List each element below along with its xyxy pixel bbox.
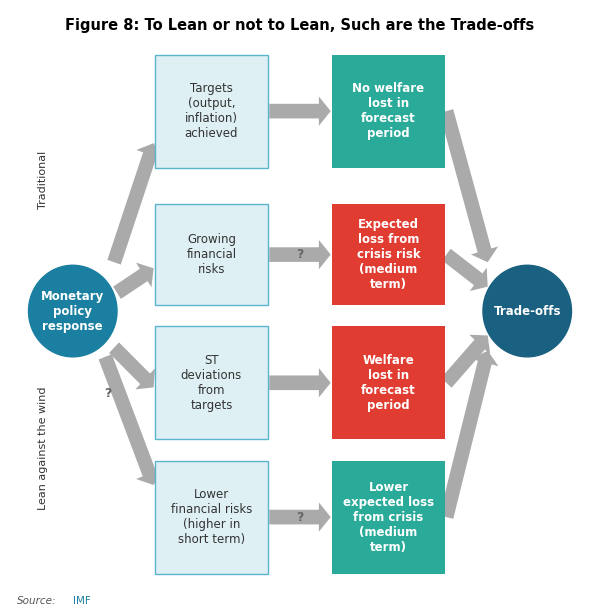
FancyBboxPatch shape (332, 55, 445, 168)
Polygon shape (98, 354, 163, 485)
FancyBboxPatch shape (155, 55, 268, 168)
Text: Lower
expected loss
from crisis
(medium
term): Lower expected loss from crisis (medium … (343, 480, 434, 554)
Polygon shape (440, 351, 499, 519)
Text: No welfare
lost in
forecast
period: No welfare lost in forecast period (352, 82, 425, 140)
Polygon shape (109, 342, 155, 389)
Polygon shape (441, 334, 490, 387)
Polygon shape (113, 262, 154, 299)
Text: Lean against the wind: Lean against the wind (38, 387, 48, 510)
Polygon shape (269, 97, 331, 126)
Polygon shape (269, 240, 331, 269)
Text: Expected
loss from
crisis risk
(medium
term): Expected loss from crisis risk (medium t… (357, 218, 421, 291)
FancyBboxPatch shape (332, 326, 445, 439)
Polygon shape (269, 368, 331, 397)
Text: ?: ? (296, 511, 304, 524)
Circle shape (483, 265, 571, 357)
FancyBboxPatch shape (155, 326, 268, 439)
Text: Welfare
lost in
forecast
period: Welfare lost in forecast period (361, 354, 416, 411)
Polygon shape (107, 143, 163, 265)
Text: Source:: Source: (17, 596, 56, 606)
Circle shape (29, 265, 117, 357)
Text: IMF: IMF (73, 596, 91, 606)
Polygon shape (440, 109, 498, 262)
Text: Lower
financial risks
(higher in
short term): Lower financial risks (higher in short t… (171, 488, 252, 546)
FancyBboxPatch shape (155, 205, 268, 305)
Text: Trade-offs: Trade-offs (493, 304, 561, 318)
FancyBboxPatch shape (332, 461, 445, 573)
Text: Monetary
policy
response: Monetary policy response (41, 290, 104, 333)
Text: Growing
financial
risks: Growing financial risks (187, 233, 236, 276)
Polygon shape (442, 249, 488, 291)
Text: Traditional: Traditional (38, 151, 48, 209)
Polygon shape (269, 503, 331, 532)
Text: Figure 8: To Lean or not to Lean, Such are the Trade-offs: Figure 8: To Lean or not to Lean, Such a… (65, 18, 535, 33)
Text: Targets
(output,
inflation)
achieved: Targets (output, inflation) achieved (185, 82, 238, 140)
Text: ?: ? (104, 387, 112, 400)
Text: ?: ? (296, 248, 304, 261)
FancyBboxPatch shape (332, 205, 445, 305)
Text: ST
deviations
from
targets: ST deviations from targets (181, 354, 242, 411)
FancyBboxPatch shape (155, 461, 268, 573)
